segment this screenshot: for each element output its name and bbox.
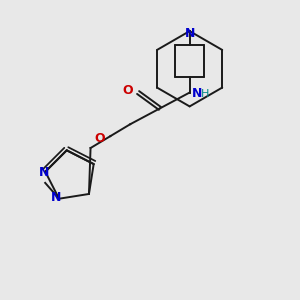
Text: N: N [51,191,61,204]
Text: H: H [200,88,209,98]
Text: N: N [184,27,195,40]
Text: O: O [122,84,133,97]
Text: N: N [39,166,50,179]
Text: N: N [192,87,202,100]
Text: O: O [95,132,105,145]
